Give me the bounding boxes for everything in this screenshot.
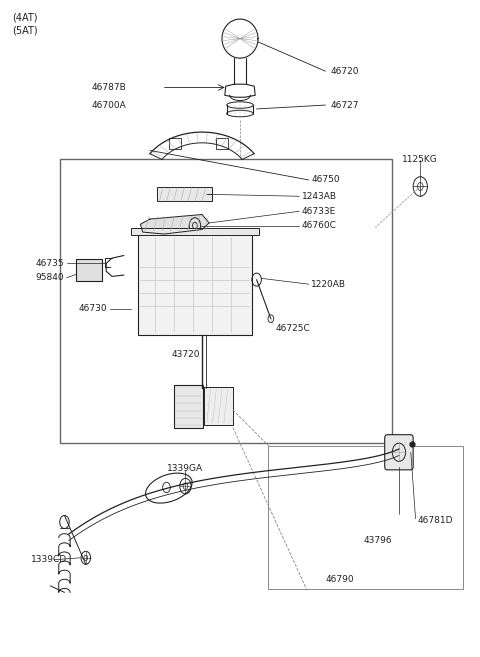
Bar (76, 260, 102, 281)
Text: 1220AB: 1220AB (311, 280, 346, 288)
Bar (174, 385, 203, 428)
Text: 46781D: 46781D (418, 516, 454, 525)
Polygon shape (140, 214, 209, 234)
Text: 46733E: 46733E (301, 207, 336, 215)
Bar (268, 445, 463, 589)
Bar (60, 159, 392, 443)
Text: (4AT)
(5AT): (4AT) (5AT) (12, 12, 38, 35)
Text: 43796: 43796 (363, 535, 392, 545)
Bar (216, 137, 228, 149)
Text: 46787B: 46787B (91, 83, 126, 92)
Bar (131, 227, 259, 235)
Text: 43720: 43720 (171, 350, 200, 359)
Text: 46790: 46790 (325, 575, 354, 584)
FancyBboxPatch shape (384, 435, 413, 470)
Text: 95840: 95840 (36, 273, 64, 283)
Text: 46700A: 46700A (91, 101, 126, 110)
Text: 1339CD: 1339CD (31, 555, 67, 564)
Bar (204, 387, 233, 425)
Text: 1339GA: 1339GA (168, 464, 204, 473)
Text: 46730: 46730 (79, 304, 107, 313)
Bar (169, 137, 180, 149)
Text: 1243AB: 1243AB (301, 192, 336, 201)
Text: 1125KG: 1125KG (402, 154, 438, 164)
Bar (138, 234, 252, 335)
Text: 46727: 46727 (330, 101, 359, 110)
Text: 46720: 46720 (330, 66, 359, 76)
Text: 46735: 46735 (36, 259, 64, 268)
Text: 46760C: 46760C (301, 221, 336, 230)
Text: 46750: 46750 (311, 175, 340, 185)
Text: 46725C: 46725C (276, 324, 311, 333)
Bar (157, 187, 212, 202)
